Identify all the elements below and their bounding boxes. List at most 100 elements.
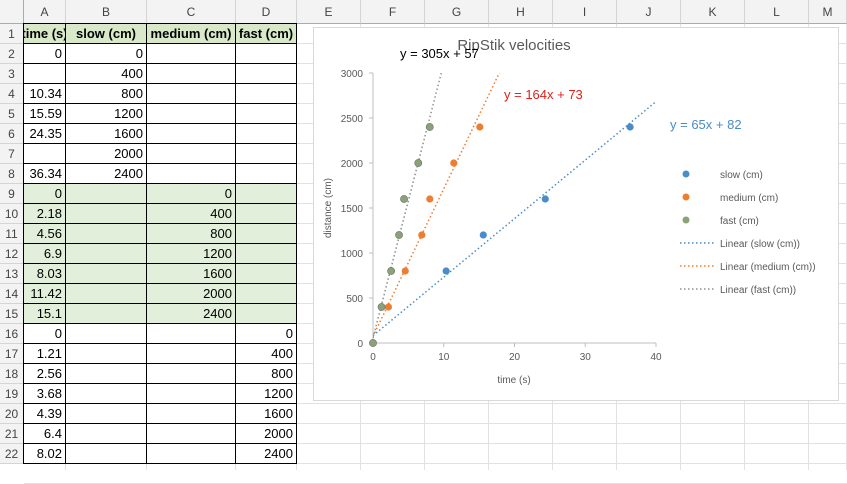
table-cell[interactable] [65,263,147,284]
column-header-i[interactable]: I [553,0,617,24]
column-header-l[interactable]: L [745,0,809,24]
table-cell[interactable]: 2400 [65,163,147,184]
table-cell[interactable] [146,363,236,384]
row-header-11[interactable]: 11 [0,224,24,244]
select-all-corner[interactable] [0,0,24,24]
header-cell[interactable]: time (s) [23,23,66,44]
table-cell[interactable]: 0 [23,43,66,64]
table-cell[interactable] [65,243,147,264]
table-cell[interactable]: 8.02 [23,443,66,464]
table-cell[interactable]: 6.9 [23,243,66,264]
column-header-g[interactable]: G [425,0,489,24]
table-cell[interactable]: 400 [65,63,147,84]
table-cell[interactable] [146,163,236,184]
table-cell[interactable] [235,43,297,64]
table-cell[interactable]: 1600 [235,403,297,424]
table-cell[interactable] [235,163,297,184]
column-header-d[interactable]: D [236,0,297,24]
table-cell[interactable] [235,263,297,284]
table-cell[interactable]: 15.59 [23,103,66,124]
row-header-2[interactable]: 2 [0,44,24,64]
table-cell[interactable] [146,403,236,424]
table-cell[interactable] [235,123,297,144]
table-cell[interactable] [235,103,297,124]
table-cell[interactable] [146,323,236,344]
table-cell[interactable] [65,303,147,324]
table-cell[interactable] [65,183,147,204]
row-header-13[interactable]: 13 [0,264,24,284]
row-header-17[interactable]: 17 [0,344,24,364]
table-cell[interactable] [146,123,236,144]
column-header-e[interactable]: E [297,0,361,24]
row-header-19[interactable]: 19 [0,384,24,404]
table-cell[interactable]: 1200 [65,103,147,124]
table-cell[interactable]: 4.39 [23,403,66,424]
table-cell[interactable]: 400 [146,203,236,224]
column-header-a[interactable]: A [24,0,66,24]
table-cell[interactable] [146,383,236,404]
table-cell[interactable]: 1600 [146,263,236,284]
table-cell[interactable] [65,363,147,384]
row-header-10[interactable]: 10 [0,204,24,224]
table-cell[interactable] [235,183,297,204]
table-cell[interactable]: 0 [23,323,66,344]
table-cell[interactable] [65,403,147,424]
table-cell[interactable] [235,243,297,264]
row-header-21[interactable]: 21 [0,424,24,444]
row-header-14[interactable]: 14 [0,284,24,304]
row-header-20[interactable]: 20 [0,404,24,424]
table-cell[interactable]: 2400 [146,303,236,324]
table-cell[interactable]: 800 [65,83,147,104]
row-header-4[interactable]: 4 [0,84,24,104]
table-cell[interactable] [146,143,236,164]
column-header-h[interactable]: H [489,0,553,24]
row-header-3[interactable]: 3 [0,64,24,84]
table-cell[interactable] [65,323,147,344]
table-cell[interactable]: 2.56 [23,363,66,384]
table-cell[interactable]: 800 [146,223,236,244]
table-cell[interactable] [146,83,236,104]
table-cell[interactable]: 8.03 [23,263,66,284]
column-header-j[interactable]: J [617,0,681,24]
table-cell[interactable]: 4.56 [23,223,66,244]
table-cell[interactable]: 10.34 [23,83,66,104]
row-header-16[interactable]: 16 [0,324,24,344]
table-cell[interactable]: 2000 [235,423,297,444]
table-cell[interactable]: 1200 [146,243,236,264]
column-header-b[interactable]: B [66,0,147,24]
header-cell[interactable]: medium (cm) [146,23,236,44]
table-cell[interactable]: 2000 [65,143,147,164]
table-cell[interactable]: 0 [235,323,297,344]
table-cell[interactable] [65,203,147,224]
row-header-22[interactable]: 22 [0,444,24,464]
table-cell[interactable] [65,283,147,304]
table-cell[interactable]: 15.1 [23,303,66,324]
table-cell[interactable]: 24.35 [23,123,66,144]
table-cell[interactable] [146,63,236,84]
row-header-8[interactable]: 8 [0,164,24,184]
table-cell[interactable]: 2.18 [23,203,66,224]
table-cell[interactable] [23,63,66,84]
table-cell[interactable]: 2400 [235,443,297,464]
table-cell[interactable]: 36.34 [23,163,66,184]
table-cell[interactable] [65,423,147,444]
column-header-m[interactable]: M [809,0,847,24]
table-cell[interactable] [235,283,297,304]
table-cell[interactable]: 1600 [65,123,147,144]
table-cell[interactable]: 0 [65,43,147,64]
header-cell[interactable]: slow (cm) [65,23,147,44]
header-cell[interactable]: fast (cm) [235,23,297,44]
table-cell[interactable] [146,43,236,64]
column-header-f[interactable]: F [361,0,425,24]
table-cell[interactable] [146,103,236,124]
table-cell[interactable]: 400 [235,343,297,364]
table-cell[interactable] [146,443,236,464]
row-header-9[interactable]: 9 [0,184,24,204]
table-cell[interactable] [235,63,297,84]
table-cell[interactable]: 1200 [235,383,297,404]
row-header-12[interactable]: 12 [0,244,24,264]
table-cell[interactable]: 0 [23,183,66,204]
table-cell[interactable] [235,303,297,324]
row-header-5[interactable]: 5 [0,104,24,124]
